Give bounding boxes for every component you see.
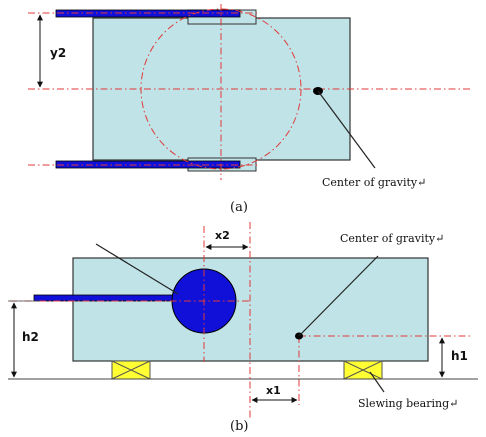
x1-label: x1 — [266, 384, 281, 397]
x2-label: x2 — [215, 229, 230, 242]
y2-label: y2 — [50, 46, 66, 60]
hub-leader-line — [95, 243, 179, 295]
bearing-right-cross-2 — [343, 360, 383, 380]
caption-a: (a) — [230, 200, 248, 215]
bearing-label: Slewing bearing↵ — [358, 397, 458, 410]
caption-b: (b) — [230, 419, 248, 434]
side-view: Center of gravity↵ Slewing bearing↵ x2 x… — [8, 222, 478, 434]
bearing-left-cross-2 — [111, 360, 151, 380]
boom-arm — [33, 294, 187, 302]
cog-leader-line-b — [298, 255, 379, 337]
h2-label: h2 — [22, 330, 39, 344]
bearing-leader-line — [369, 371, 385, 393]
cog-label-b: Center of gravity↵ — [340, 232, 444, 245]
h1-label: h1 — [451, 349, 468, 363]
cog-label-a: Center of gravity↵ — [322, 176, 426, 189]
cog-leader-line-a — [317, 90, 376, 169]
top-view: y2 Center of gravity↵ (a) — [28, 4, 470, 215]
